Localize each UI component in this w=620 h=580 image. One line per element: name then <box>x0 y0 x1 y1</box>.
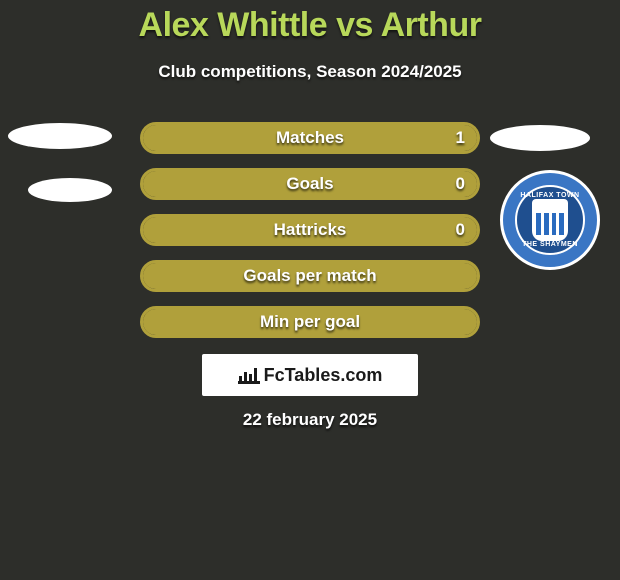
left-player-avatar-1 <box>8 123 112 149</box>
stat-bar-right-value: 1 <box>456 125 465 151</box>
left-player-avatar-2 <box>28 178 112 202</box>
stat-bar-label: Min per goal <box>143 309 477 335</box>
comparison-title: Alex Whittle vs Arthur <box>0 6 620 45</box>
chart-icon <box>238 366 260 384</box>
stat-bar-label: Goals per match <box>143 263 477 289</box>
right-player-avatar <box>490 125 590 151</box>
stat-bar-label: Matches <box>143 125 477 151</box>
attribution-text: FcTables.com <box>264 365 383 386</box>
stat-bar-label: Goals <box>143 171 477 197</box>
stat-bar: Goals per match <box>140 260 480 292</box>
right-club-badge: HALIFAX TOWN THE SHAYMEN <box>500 170 600 270</box>
stat-bar: Matches1 <box>140 122 480 154</box>
stat-bar-label: Hattricks <box>143 217 477 243</box>
stat-bar-right-value: 0 <box>456 217 465 243</box>
attribution-box: FcTables.com <box>202 354 418 396</box>
club-badge-top-text: HALIFAX TOWN <box>520 192 579 199</box>
comparison-subtitle: Club competitions, Season 2024/2025 <box>0 62 620 82</box>
stat-bar: Min per goal <box>140 306 480 338</box>
club-badge-shield <box>532 199 568 241</box>
club-badge-bottom-text: THE SHAYMEN <box>522 241 578 248</box>
stat-bar: Goals0 <box>140 168 480 200</box>
stat-bar-right-value: 0 <box>456 171 465 197</box>
snapshot-date: 22 february 2025 <box>0 410 620 430</box>
stat-bar: Hattricks0 <box>140 214 480 246</box>
